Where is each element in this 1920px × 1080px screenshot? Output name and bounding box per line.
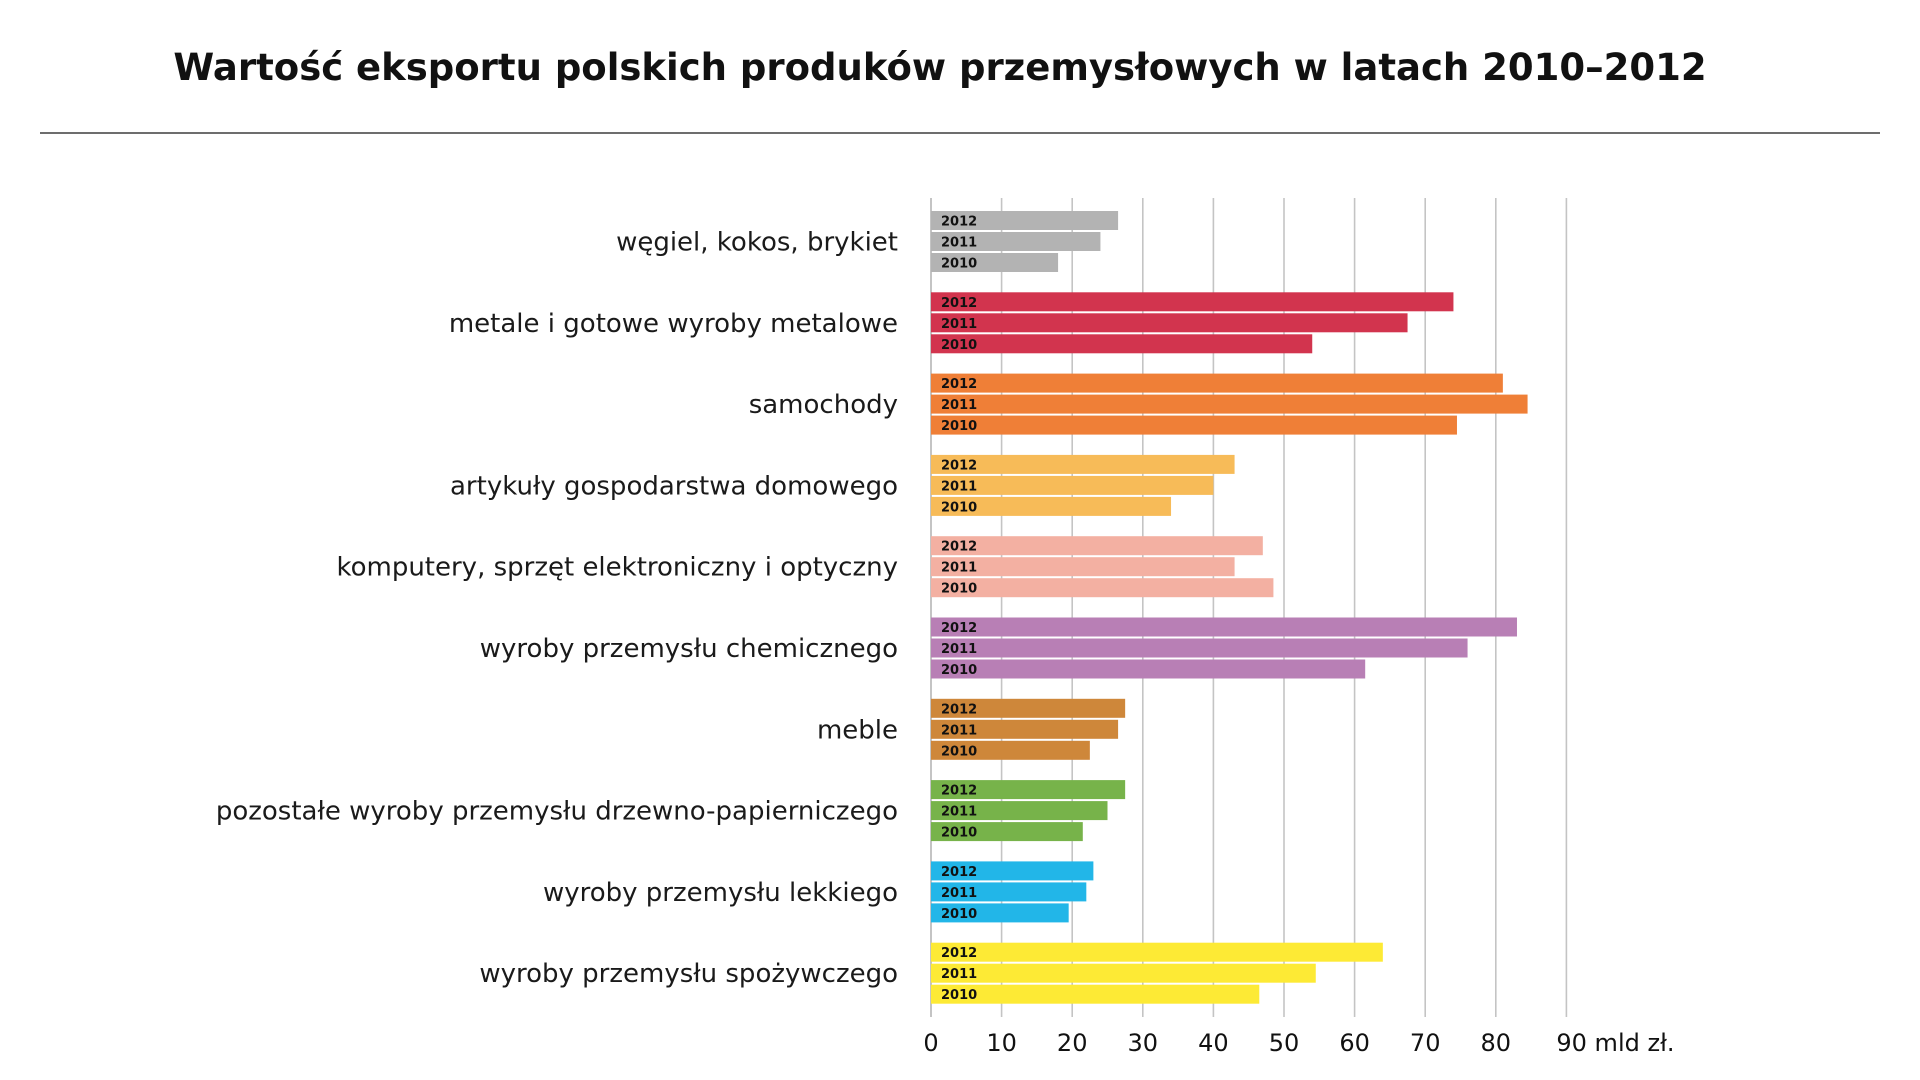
- bar-year-label: 2011: [941, 642, 977, 657]
- bar-year-label: 2012: [941, 702, 977, 717]
- x-tick-label: 0: [923, 1029, 938, 1057]
- x-tick-label: 20: [1057, 1029, 1088, 1057]
- bar-year-label: 2011: [941, 886, 977, 901]
- bar-group: 2012 2011 2010: [931, 861, 1094, 923]
- bar-2012: [931, 861, 1094, 881]
- category-label: samochody: [749, 390, 898, 420]
- bar-year-label: 2012: [941, 215, 977, 230]
- bar-year-label: 2012: [941, 540, 977, 555]
- bar-2011: [931, 638, 1468, 658]
- bar-year-label: 2010: [941, 744, 977, 759]
- bar-2010: [931, 496, 1172, 516]
- bar-group: 2012 2011 2010: [931, 942, 1383, 1004]
- bar-year-label: 2010: [941, 419, 977, 434]
- bar-year-label: 2011: [941, 317, 977, 332]
- bars: 2012201120102012201120102012201120102012…: [931, 211, 1528, 1004]
- title-divider: [40, 132, 1880, 134]
- x-tick-label: 80: [1481, 1029, 1512, 1057]
- bar-group: 2012 2011 2010: [931, 780, 1126, 842]
- bar-2010: [931, 578, 1274, 598]
- bar-year-label: 2010: [941, 582, 977, 597]
- x-axis-ticks: 0 10 20 30 40 50 60 70 80 90 mld zł.: [923, 1029, 1674, 1057]
- bar-2010: [931, 415, 1457, 435]
- bar-year-label: 2010: [941, 907, 977, 922]
- bar-year-label: 2012: [941, 458, 977, 473]
- x-tick-label: 30: [1128, 1029, 1159, 1057]
- bar-year-label: 2011: [941, 805, 977, 820]
- bar-2012: [931, 536, 1263, 556]
- bar-year-label: 2010: [941, 663, 977, 678]
- bar-2012: [931, 211, 1119, 230]
- bar-year-label: 2010: [941, 988, 977, 1003]
- bar-2011: [931, 719, 1119, 739]
- bar-2010: [931, 659, 1366, 679]
- category-label: wyroby przemysłu chemicznego: [480, 634, 898, 664]
- bar-2012: [931, 942, 1383, 962]
- bar-group: 2012 2011 2010: [931, 617, 1517, 679]
- bar-2011: [931, 963, 1316, 983]
- category-label: pozostałe wyroby przemysłu drzewno-papie…: [216, 797, 898, 827]
- bar-2010: [931, 984, 1260, 1004]
- bar-2011: [931, 313, 1408, 333]
- bar-group: 2012 2011 2010: [931, 211, 1119, 272]
- bar-2010: [931, 822, 1083, 842]
- bar-year-label: 2011: [941, 561, 977, 576]
- category-label: wyroby przemysłu spożywczego: [479, 959, 898, 989]
- bar-group: 2012 2011 2010: [931, 292, 1454, 354]
- bar-year-label: 2011: [941, 479, 977, 494]
- bar-year-label: 2011: [941, 723, 977, 738]
- bar-2012: [931, 454, 1235, 474]
- bar-group: 2012 2011 2010: [931, 373, 1528, 435]
- bar-2011: [931, 475, 1214, 495]
- bar-2010: [931, 253, 1059, 272]
- bar-year-label: 2012: [941, 296, 977, 311]
- bar-year-label: 2012: [941, 621, 977, 636]
- bar-2012: [931, 292, 1454, 312]
- bar-year-label: 2011: [941, 967, 977, 982]
- bar-2010: [931, 334, 1313, 354]
- category-label: meble: [817, 715, 898, 745]
- x-tick-label: 40: [1198, 1029, 1229, 1057]
- bar-year-label: 2012: [941, 377, 977, 392]
- x-tick-label: 50: [1269, 1029, 1300, 1057]
- category-label: metale i gotowe wyroby metalowe: [449, 309, 898, 339]
- category-labels: węgiel, kokos, brykiet metale i gotowe wy…: [216, 228, 898, 990]
- x-tick-label: 70: [1410, 1029, 1441, 1057]
- bar-group: 2012 2011 2010: [931, 698, 1126, 760]
- chart-title: Wartość eksportu polskich produków przem…: [173, 46, 1707, 89]
- x-tick-label: 10: [986, 1029, 1017, 1057]
- bar-2011: [931, 882, 1087, 902]
- bar-group: 2012 2011 2010: [931, 536, 1274, 598]
- bar-2011: [931, 394, 1528, 414]
- bar-year-label: 2012: [941, 784, 977, 799]
- bar-2012: [931, 698, 1126, 718]
- bar-2010: [931, 903, 1069, 923]
- bar-group: 2012 2011 2010: [931, 454, 1235, 516]
- bar-2010: [931, 740, 1090, 760]
- category-label: komputery, sprzęt elektroniczny i optycz…: [336, 553, 898, 583]
- bar-year-label: 2011: [941, 236, 977, 251]
- bar-year-label: 2011: [941, 398, 977, 413]
- category-label: wyroby przemysłu lekkiego: [543, 878, 898, 908]
- x-tick-label: 60: [1339, 1029, 1370, 1057]
- bar-year-label: 2010: [941, 257, 977, 272]
- category-label: węgiel, kokos, brykiet: [616, 228, 898, 258]
- bar-2011: [931, 557, 1235, 577]
- bar-2011: [931, 232, 1101, 251]
- bar-year-label: 2010: [941, 500, 977, 515]
- bar-2011: [931, 801, 1108, 821]
- bar-year-label: 2010: [941, 826, 977, 841]
- x-tick-label: 90 mld zł.: [1556, 1029, 1674, 1057]
- bar-2012: [931, 617, 1517, 637]
- bar-year-label: 2012: [941, 946, 977, 961]
- bar-year-label: 2010: [941, 338, 977, 353]
- category-label: artykuły gospodarstwa domowego: [450, 471, 898, 501]
- bar-2012: [931, 373, 1503, 393]
- bar-year-label: 2012: [941, 865, 977, 880]
- bar-2012: [931, 780, 1126, 800]
